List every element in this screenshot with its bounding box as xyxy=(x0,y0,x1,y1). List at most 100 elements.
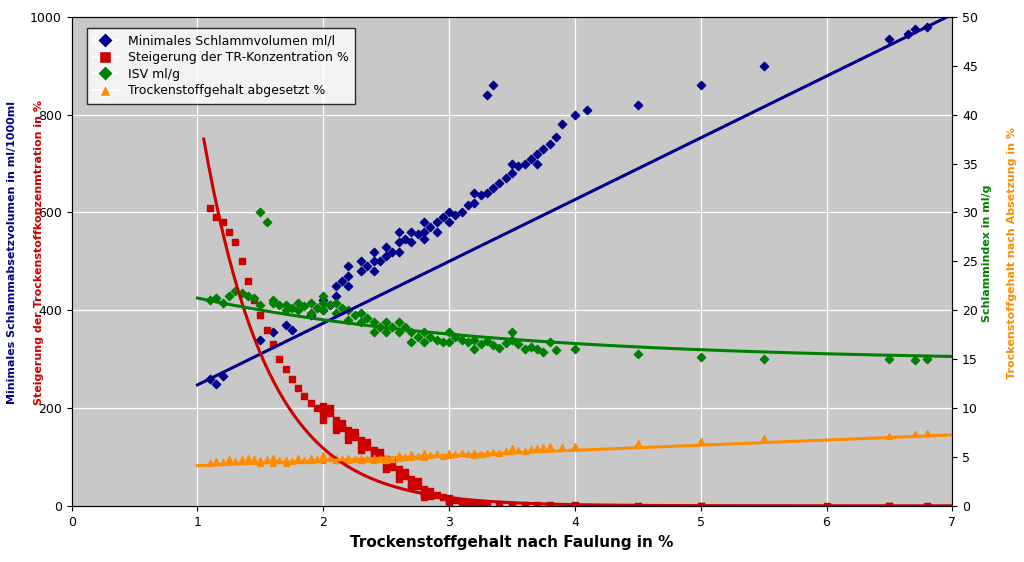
Point xyxy=(441,497,458,506)
Point xyxy=(378,465,394,474)
Point xyxy=(548,346,564,355)
Point xyxy=(416,492,432,501)
Point xyxy=(302,398,318,407)
Point xyxy=(454,335,470,344)
Point xyxy=(529,501,546,510)
Point xyxy=(630,101,646,110)
Point xyxy=(566,345,583,354)
Point xyxy=(202,296,218,305)
Point xyxy=(359,454,376,463)
Point xyxy=(900,29,916,38)
Point xyxy=(460,338,476,347)
Text: Steigerung der Trockenstoffkonzenmtration in %: Steigerung der Trockenstoffkonzenmtratio… xyxy=(34,101,44,405)
Point xyxy=(428,335,444,344)
Point xyxy=(221,228,238,237)
Point xyxy=(384,462,400,471)
Point xyxy=(378,454,394,463)
Point xyxy=(271,355,288,364)
Point xyxy=(536,347,552,356)
Point xyxy=(516,500,532,509)
Point xyxy=(246,293,262,302)
Point xyxy=(252,458,268,467)
Point xyxy=(233,257,250,266)
Point xyxy=(353,440,370,449)
Point xyxy=(692,81,709,90)
Point xyxy=(630,350,646,359)
Point xyxy=(334,423,350,432)
Point xyxy=(390,454,407,463)
Point xyxy=(529,149,546,158)
Point xyxy=(434,338,451,347)
Point xyxy=(284,325,300,334)
Point xyxy=(328,308,344,317)
Point xyxy=(372,257,388,266)
Point xyxy=(315,416,332,425)
Point xyxy=(536,443,552,452)
Point xyxy=(454,497,470,506)
Point xyxy=(359,262,376,271)
Point xyxy=(492,448,508,457)
Point xyxy=(428,491,444,500)
Point xyxy=(548,132,564,141)
Point xyxy=(340,306,356,315)
Point xyxy=(322,454,338,463)
Point xyxy=(334,303,350,312)
Point xyxy=(882,432,898,441)
Point xyxy=(566,501,583,510)
Point xyxy=(390,228,407,237)
Point xyxy=(227,456,244,465)
Point xyxy=(302,455,318,464)
Point xyxy=(529,345,546,354)
Point xyxy=(580,105,596,114)
Point xyxy=(472,499,488,508)
Point xyxy=(315,451,332,460)
Point xyxy=(315,401,332,410)
Point xyxy=(366,266,382,275)
Point xyxy=(510,161,526,170)
Point xyxy=(460,450,476,459)
Point xyxy=(478,500,495,509)
Point xyxy=(416,448,432,457)
Point xyxy=(284,303,300,312)
Point xyxy=(258,217,274,226)
Point xyxy=(397,467,414,476)
Point xyxy=(416,235,432,244)
Point xyxy=(322,301,338,310)
Point xyxy=(756,355,772,364)
Point xyxy=(692,436,709,445)
Point xyxy=(328,298,344,307)
Point xyxy=(756,434,772,443)
Point xyxy=(302,454,318,463)
Point xyxy=(271,301,288,310)
Point xyxy=(416,328,432,337)
Point xyxy=(478,448,495,457)
Point xyxy=(441,448,458,457)
Point xyxy=(403,338,420,347)
Point xyxy=(346,311,362,320)
Point xyxy=(447,333,464,342)
Point xyxy=(328,420,344,429)
Point xyxy=(278,458,294,467)
Point xyxy=(340,436,356,445)
Point xyxy=(460,201,476,210)
Point xyxy=(403,474,420,483)
Point xyxy=(466,335,482,344)
Point xyxy=(221,455,238,464)
Point xyxy=(366,257,382,266)
Point xyxy=(566,441,583,450)
Point xyxy=(278,301,294,310)
Point xyxy=(434,492,451,501)
Point xyxy=(522,154,539,163)
Point xyxy=(416,484,432,493)
Point xyxy=(227,286,244,295)
Point xyxy=(441,208,458,217)
Point xyxy=(472,450,488,459)
Point xyxy=(478,188,495,197)
Point xyxy=(485,341,502,350)
Point xyxy=(882,355,898,364)
Point xyxy=(516,159,532,168)
Point xyxy=(542,139,558,148)
Point xyxy=(372,452,388,461)
Point xyxy=(378,328,394,337)
Point xyxy=(466,345,482,354)
